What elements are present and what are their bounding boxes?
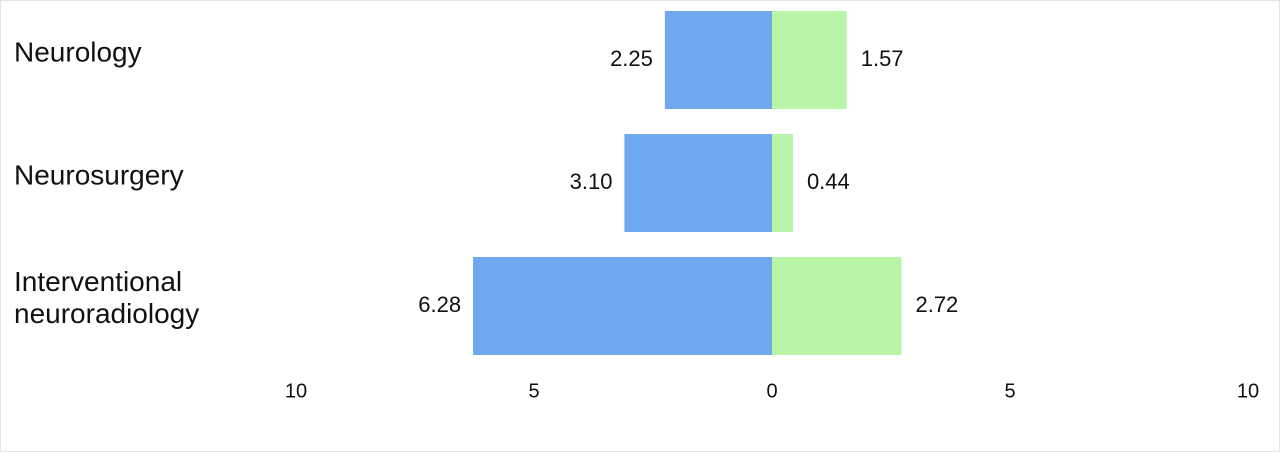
value-label: 1.57 [861, 46, 904, 71]
bar [473, 257, 772, 355]
bar [772, 257, 902, 355]
x-tick-label: 5 [528, 380, 539, 402]
x-tick-label: 10 [1237, 380, 1259, 402]
x-tick-label: 5 [1004, 380, 1015, 402]
x-tick-label: 10 [285, 380, 307, 402]
bar [772, 134, 793, 232]
category-label: Neurosurgery [14, 159, 184, 190]
bar [772, 11, 847, 109]
value-label: 2.25 [610, 46, 653, 71]
value-label: 6.28 [418, 292, 461, 317]
bar [624, 134, 772, 232]
value-label: 3.10 [570, 169, 613, 194]
value-label: 2.72 [915, 292, 958, 317]
bar [664, 11, 772, 109]
x-tick-label: 0 [766, 380, 777, 402]
category-label: Interventional neuroradiology [14, 266, 199, 329]
value-label: 0.44 [807, 169, 850, 194]
category-label: Neurology [14, 36, 142, 67]
